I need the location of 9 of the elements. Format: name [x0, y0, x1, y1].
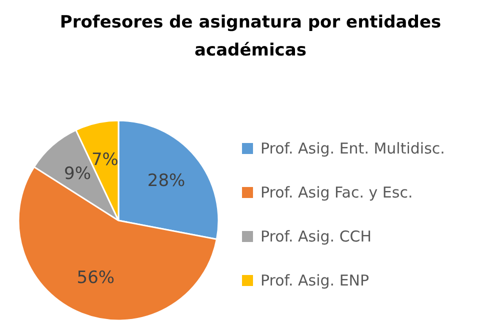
data-label: 9% — [64, 164, 91, 184]
data-label: 7% — [91, 150, 118, 170]
chart-title: Profesores de asignatura por entidades académicas — [60, 12, 442, 60]
legend-label: Prof. Asig. CCH — [260, 228, 372, 246]
data-label: 56% — [76, 268, 115, 288]
legend-label: Prof. Asig. ENP — [260, 272, 370, 290]
legend-label: Prof. Asig. Ent. Multidisc. — [260, 140, 445, 158]
legend-label: Prof. Asig Fac. y Esc. — [260, 184, 413, 202]
data-label: 28% — [147, 170, 186, 191]
